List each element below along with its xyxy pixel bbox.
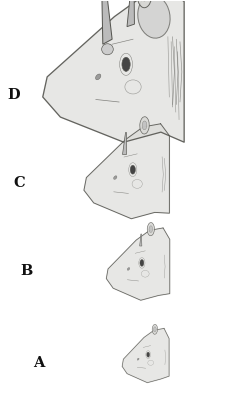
Circle shape bbox=[122, 57, 130, 71]
Ellipse shape bbox=[127, 268, 130, 270]
Polygon shape bbox=[84, 124, 169, 219]
Text: B: B bbox=[20, 264, 32, 278]
Ellipse shape bbox=[141, 0, 148, 1]
Circle shape bbox=[147, 352, 150, 357]
Ellipse shape bbox=[142, 121, 147, 130]
Polygon shape bbox=[101, 0, 112, 44]
Circle shape bbox=[140, 260, 144, 266]
Polygon shape bbox=[122, 132, 126, 154]
Ellipse shape bbox=[140, 117, 149, 134]
Polygon shape bbox=[140, 234, 142, 246]
Circle shape bbox=[130, 165, 135, 174]
Ellipse shape bbox=[137, 358, 139, 360]
Ellipse shape bbox=[154, 327, 156, 332]
Polygon shape bbox=[127, 0, 134, 26]
Text: D: D bbox=[8, 88, 20, 102]
Ellipse shape bbox=[149, 226, 153, 233]
Polygon shape bbox=[106, 228, 170, 300]
Polygon shape bbox=[122, 328, 169, 383]
Text: A: A bbox=[33, 356, 44, 370]
Polygon shape bbox=[43, 0, 184, 142]
Ellipse shape bbox=[138, 0, 170, 38]
Ellipse shape bbox=[137, 0, 152, 8]
Ellipse shape bbox=[102, 44, 113, 55]
Ellipse shape bbox=[114, 176, 117, 179]
Ellipse shape bbox=[152, 324, 157, 334]
Ellipse shape bbox=[95, 74, 101, 80]
Text: C: C bbox=[13, 176, 25, 190]
Ellipse shape bbox=[147, 223, 154, 236]
